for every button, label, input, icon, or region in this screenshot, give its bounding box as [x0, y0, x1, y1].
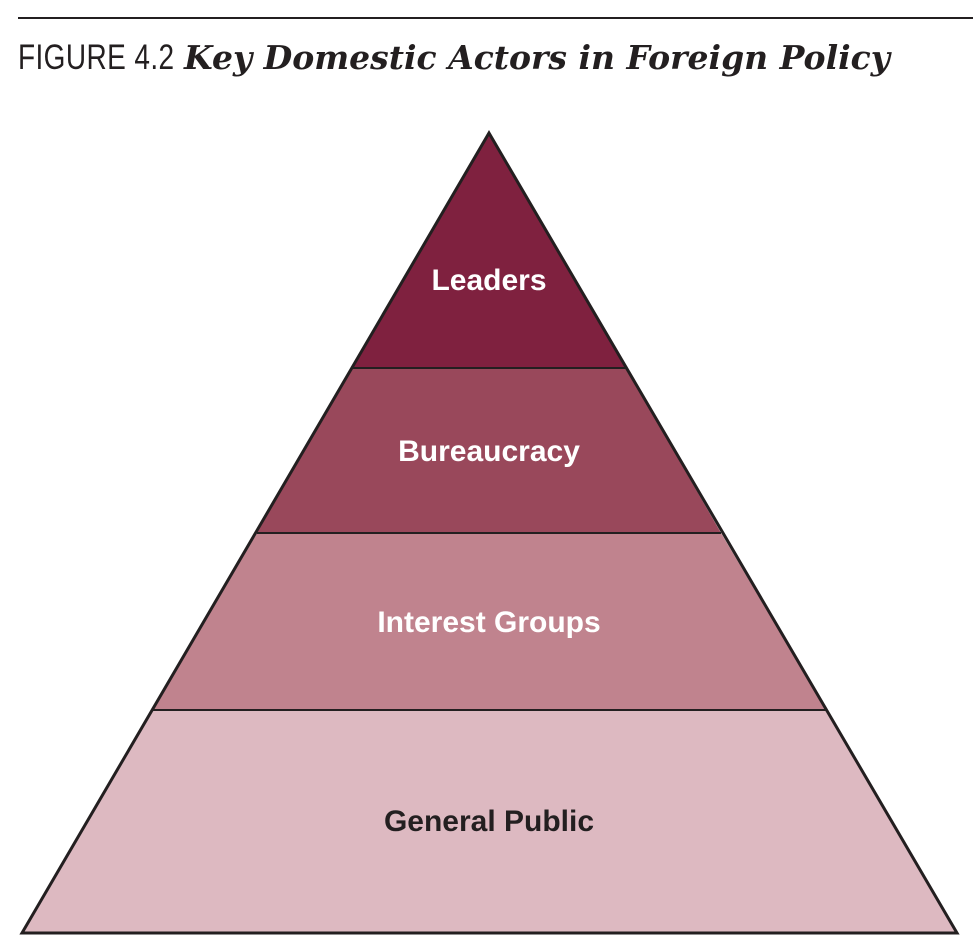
figure-title: Key Domestic Actors in Foreign Policy [184, 38, 890, 77]
figure-caption: FIGURE 4.2 Key Domestic Actors in Foreig… [18, 38, 890, 88]
pyramid-outline [19, 130, 960, 935]
tier-bureaucracy-shape [257, 368, 721, 533]
top-rule [18, 17, 973, 19]
tier-general-public-label: General Public [384, 805, 594, 838]
tier-bureaucracy-label: Bureaucracy [398, 435, 580, 468]
tier-leaders-shape [352, 133, 626, 368]
tier-leaders-label: Leaders [431, 264, 546, 297]
tier-general-public-shape [22, 710, 957, 933]
tier-interest-groups-shape [153, 533, 826, 710]
tier-interest-groups-label: Interest Groups [377, 606, 600, 639]
